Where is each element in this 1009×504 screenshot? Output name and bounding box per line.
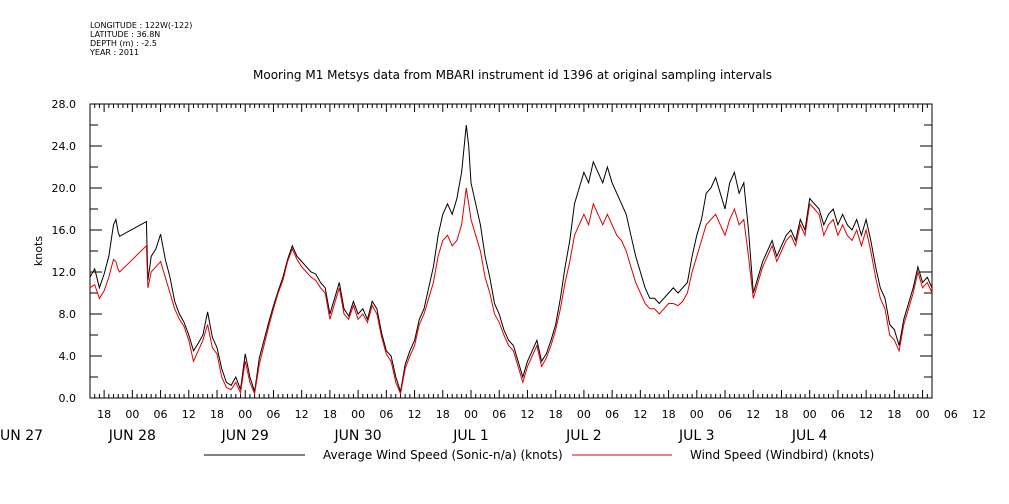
- x-date-label: JUN 30: [334, 428, 382, 444]
- metadata-block: LONGITUDE : 122W(-122) LATITUDE : 36.8N …: [90, 21, 192, 57]
- x-hour-label: 06: [266, 408, 280, 421]
- longitude-label: LONGITUDE : 122W(-122): [90, 21, 193, 30]
- x-hour-label: 06: [944, 408, 958, 421]
- x-hour-label: 00: [577, 408, 591, 421]
- x-date-label: JUL 2: [565, 428, 602, 444]
- chart-title: Mooring M1 Metsys data from MBARI instru…: [253, 68, 772, 82]
- series-line-windbird: [89, 187, 933, 396]
- x-date-label: JUL 1: [452, 428, 489, 444]
- x-hour-label: 18: [436, 408, 450, 421]
- plot-frame: [89, 103, 933, 399]
- x-hour-label: 00: [916, 408, 930, 421]
- latitude-label: LATITUDE : 36.8N: [90, 30, 161, 39]
- y-tick-label: 12.0: [52, 266, 77, 279]
- x-date-label: JUL 4: [791, 428, 828, 444]
- y-tick-label: 8.0: [59, 308, 77, 321]
- y-tick-label: 20.0: [52, 182, 77, 195]
- x-hour-label: 12: [295, 408, 309, 421]
- legend-label-sonic: Average Wind Speed (Sonic-n/a) (knots): [323, 448, 563, 462]
- x-hour-label: 00: [238, 408, 252, 421]
- x-hour-label: 00: [803, 408, 817, 421]
- y-tick-label: 4.0: [59, 350, 77, 363]
- x-hour-label: 18: [774, 408, 788, 421]
- x-hour-label: 00: [690, 408, 704, 421]
- x-hour-label: 18: [549, 408, 563, 421]
- x-hour-label: 06: [492, 408, 506, 421]
- x-date-label: JUN 27: [0, 428, 43, 444]
- x-hour-label: 12: [972, 408, 986, 421]
- x-hour-label: 12: [520, 408, 534, 421]
- legend-label-windbird: Wind Speed (Windbird) (knots): [690, 448, 874, 462]
- x-hour-label: 18: [887, 408, 901, 421]
- x-hour-label: 06: [605, 408, 619, 421]
- x-hour-label: 00: [125, 408, 139, 421]
- x-date-label: JUN 29: [221, 428, 269, 444]
- y-tick-label: 24.0: [52, 140, 77, 153]
- y-tick-label: 28.0: [52, 98, 77, 111]
- x-hour-label: 06: [379, 408, 393, 421]
- year-label: YEAR : 2011: [90, 48, 140, 57]
- x-hour-label: 06: [831, 408, 845, 421]
- x-hour-label: 12: [633, 408, 647, 421]
- x-hour-label: 12: [746, 408, 760, 421]
- x-hour-label: 06: [154, 408, 168, 421]
- x-date-label: JUL 3: [678, 428, 715, 444]
- x-date-label: JUN 28: [108, 428, 156, 444]
- y-axis-label: knots: [32, 236, 45, 266]
- x-hour-label: 18: [97, 408, 111, 421]
- x-hour-label: 18: [210, 408, 224, 421]
- x-hour-label: 12: [182, 408, 196, 421]
- x-hour-label: 00: [464, 408, 478, 421]
- x-hour-label: 12: [859, 408, 873, 421]
- x-hour-label: 18: [662, 408, 676, 421]
- x-hour-label: 12: [408, 408, 422, 421]
- depth-label: DEPTH (m) : -2.5: [90, 39, 157, 48]
- x-hour-label: 18: [323, 408, 337, 421]
- y-tick-label: 16.0: [52, 224, 77, 237]
- x-hour-label: 00: [351, 408, 365, 421]
- series-line-sonic: [89, 124, 933, 392]
- y-tick-label: 0.0: [59, 392, 77, 405]
- x-hour-label: 06: [718, 408, 732, 421]
